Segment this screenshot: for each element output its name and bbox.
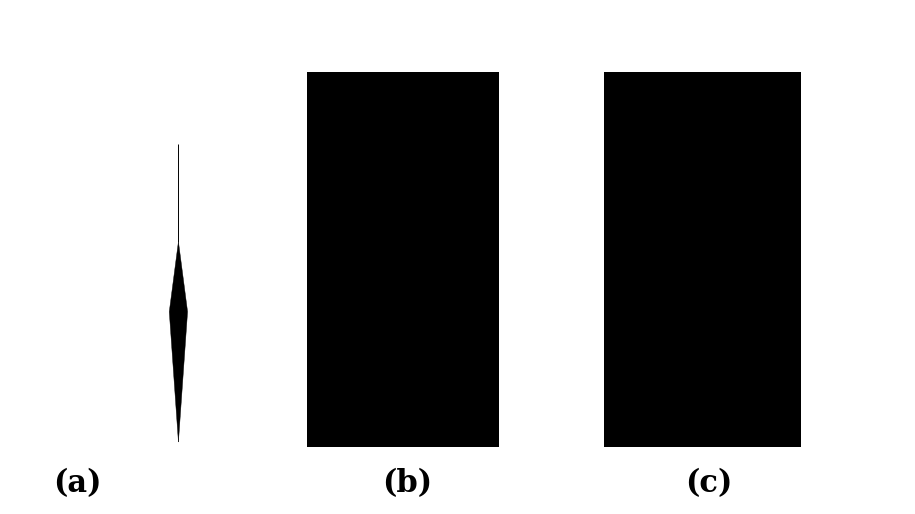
Text: (a): (a)	[53, 468, 102, 499]
Text: (b): (b)	[382, 468, 432, 499]
Bar	[307, 72, 499, 447]
Bar	[604, 72, 801, 447]
Polygon shape	[169, 242, 188, 442]
Text: (c): (c)	[685, 468, 733, 499]
